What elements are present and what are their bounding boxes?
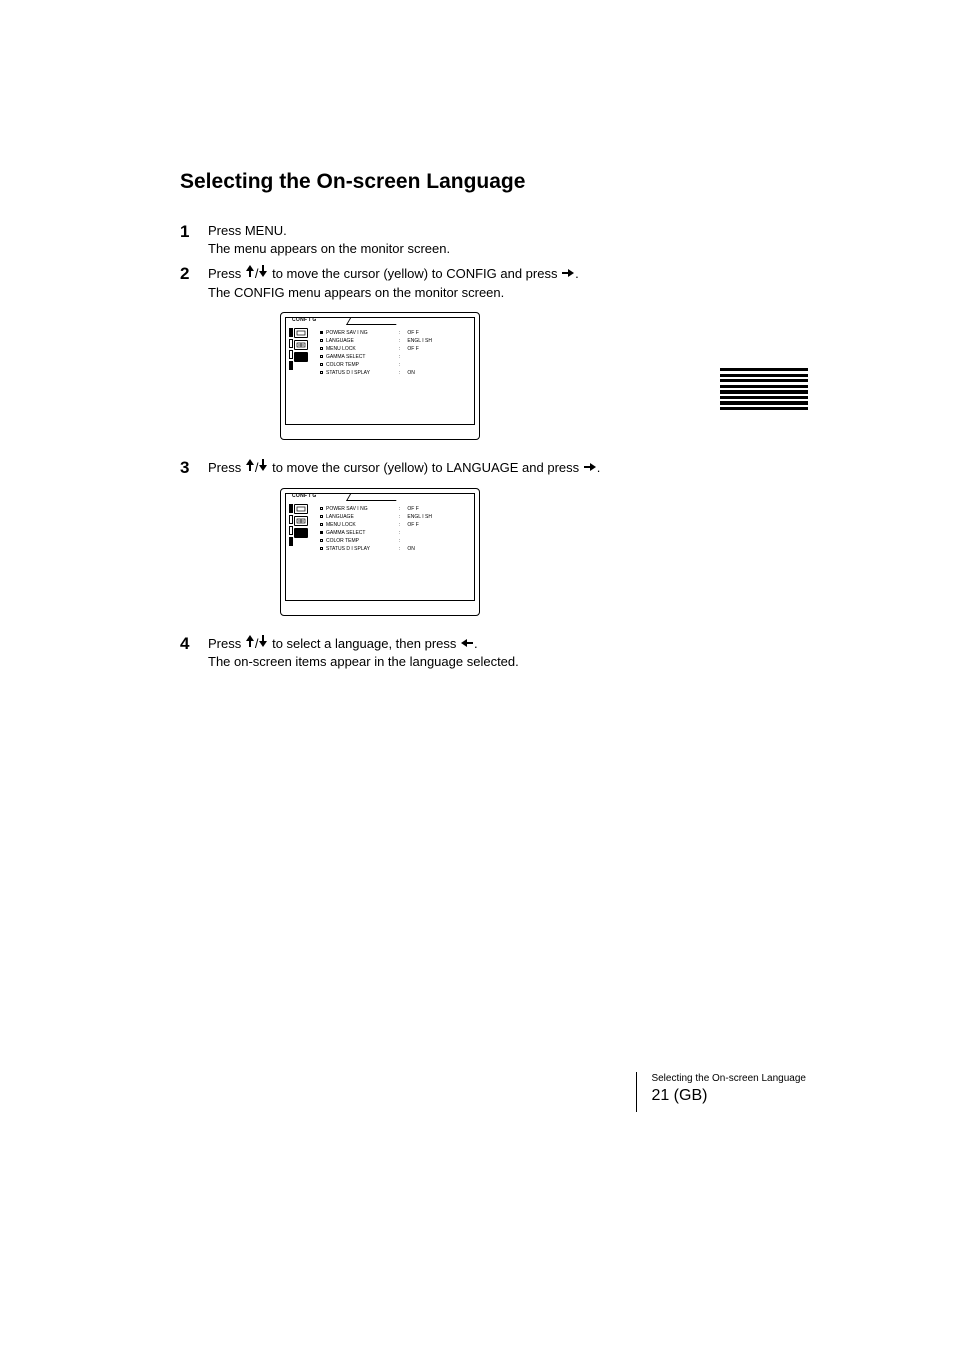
menu-row: LANGUAGE:ENGL I SH — [320, 513, 432, 521]
menu-icon-plus — [294, 340, 308, 350]
menu-row: COLOR TEMP: — [320, 537, 432, 545]
arrow-down-icon — [258, 634, 268, 648]
menu-row: STATUS D I SPLAY:ON — [320, 545, 432, 553]
arrow-left-icon — [460, 638, 474, 648]
menu-row: MENU LOCK:OF F — [320, 345, 432, 353]
arrow-up-icon — [245, 458, 255, 472]
arrow-up-icon — [245, 264, 255, 278]
menu-row: GAMMA SELECT: — [320, 353, 432, 361]
arrow-down-icon — [258, 264, 268, 278]
step-1: 1Press MENU.The menu appears on the moni… — [180, 222, 804, 258]
menu-row: STATUS D I SPLAY:ON — [320, 369, 432, 377]
menu-row: POWER SAV I NG:OF F — [320, 329, 432, 337]
menu-row: LANGUAGE:ENGL I SH — [320, 337, 432, 345]
arrow-right-icon — [583, 462, 597, 472]
monitor-screen: CONF I GPOWER SAV I NG:OF FLANGUAGE:ENGL… — [280, 488, 480, 616]
monitor-screen: CONF I GPOWER SAV I NG:OF FLANGUAGE:ENGL… — [280, 312, 480, 440]
footer-text: Selecting the On-screen Language — [651, 1072, 806, 1085]
footer: Selecting the On-screen Language 21 (GB) — [636, 1072, 806, 1112]
menu-icon-rect — [294, 504, 308, 514]
step-2: 2Press / to move the cursor (yellow) to … — [180, 264, 804, 301]
menu-row: POWER SAV I NG:OF F — [320, 505, 432, 513]
menu-icon-card — [294, 352, 308, 362]
arrow-right-icon — [561, 268, 575, 278]
menu-row: GAMMA SELECT: — [320, 529, 432, 537]
menu-icon-card — [294, 528, 308, 538]
menu-row: MENU LOCK:OF F — [320, 521, 432, 529]
menu-icon-rect — [294, 328, 308, 338]
arrow-down-icon — [258, 458, 268, 472]
arrow-up-icon — [245, 634, 255, 648]
menu-row: COLOR TEMP: — [320, 361, 432, 369]
menu-icon-plus — [294, 516, 308, 526]
footer-page: 21 (GB) — [651, 1087, 806, 1105]
step-4: 4Press / to select a language, then pres… — [180, 634, 804, 671]
section-title: Selecting the On-screen Language — [180, 170, 804, 194]
step-3: 3Press / to move the cursor (yellow) to … — [180, 458, 804, 478]
side-tab-lines — [720, 368, 808, 413]
